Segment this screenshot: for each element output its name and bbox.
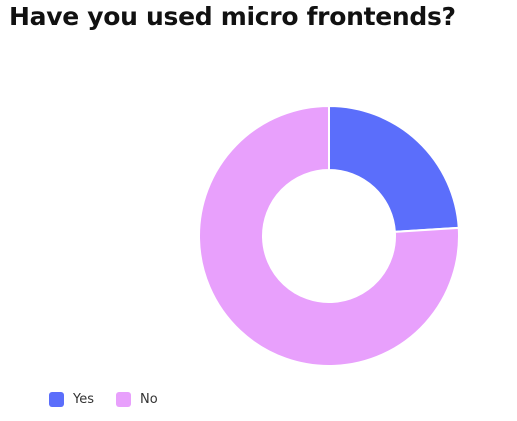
- legend-label-yes: Yes: [73, 392, 94, 407]
- legend-item-yes[interactable]: Yes: [49, 392, 94, 407]
- chart-legend: Yes No: [49, 392, 158, 407]
- donut-slices: [198, 104, 460, 367]
- legend-item-no[interactable]: No: [116, 392, 158, 407]
- donut-slice-yes[interactable]: [328, 104, 460, 233]
- legend-label-no: No: [140, 392, 158, 407]
- donut-slice-no[interactable]: [198, 104, 460, 367]
- legend-swatch-yes: [49, 392, 64, 407]
- legend-swatch-no: [116, 392, 131, 407]
- chart-title: Have you used micro frontends?: [9, 2, 456, 31]
